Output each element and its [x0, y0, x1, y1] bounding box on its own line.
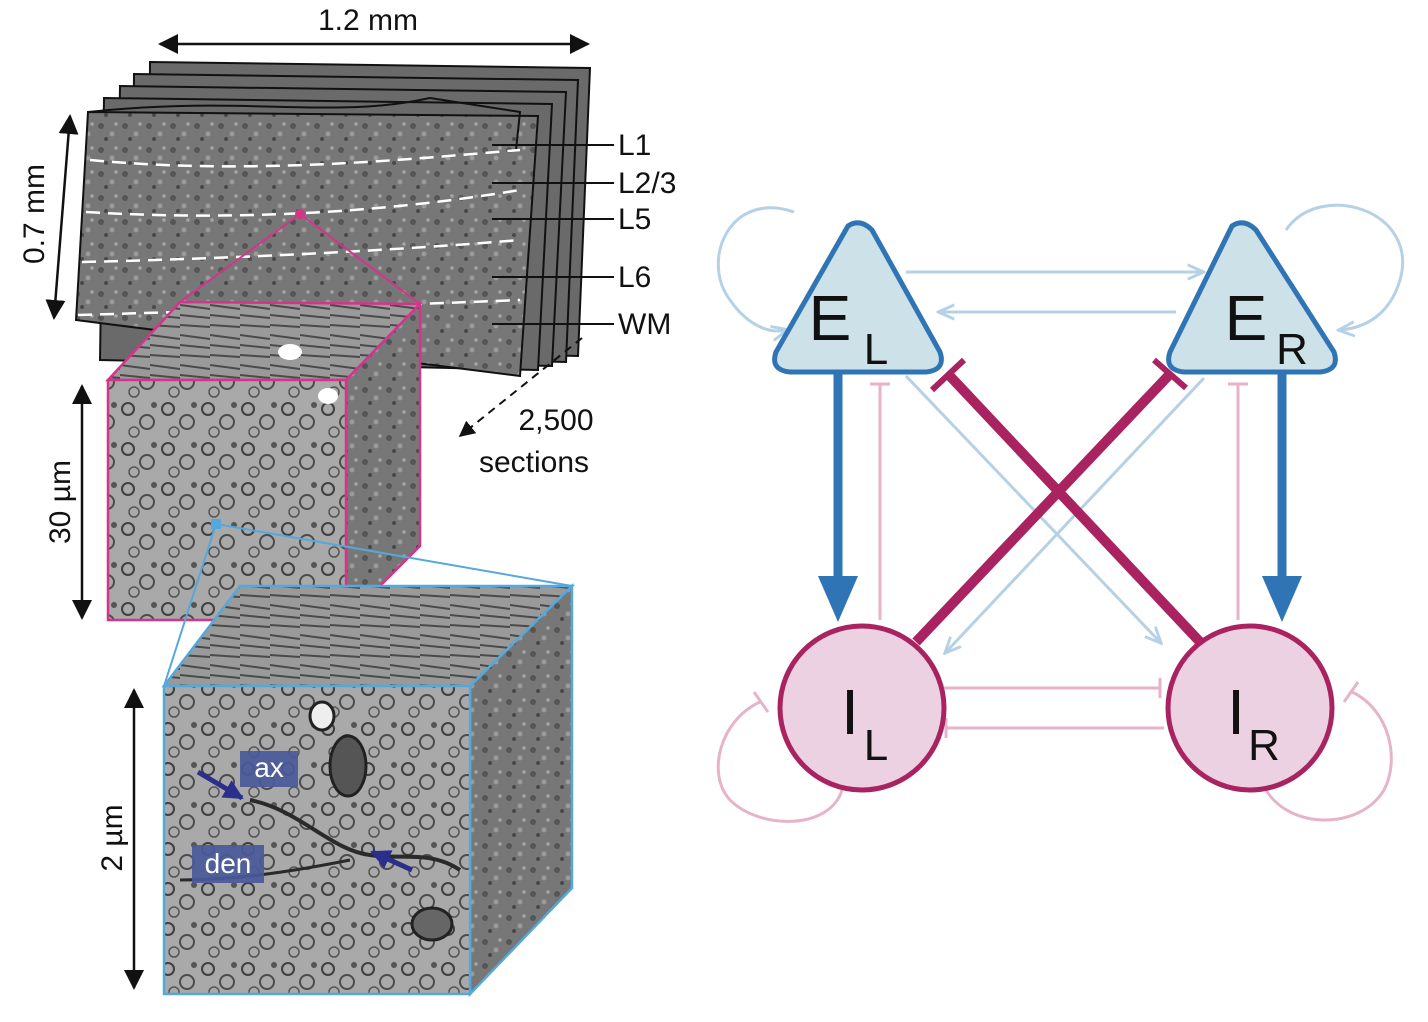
mid-cube-label: 30 µm [44, 460, 77, 544]
layer-label-l6: L6 [618, 261, 651, 294]
edge-ir-self [1264, 681, 1393, 822]
edge-ir-to-el [929, 357, 1204, 646]
node-ir: I R [1165, 623, 1335, 793]
node-il: I L [777, 623, 947, 793]
height-label: 0.7 mm [18, 164, 51, 264]
layer-label-wm: WM [618, 308, 671, 341]
node-er-sub: R [1276, 325, 1308, 374]
layer-label-l5: L5 [618, 203, 651, 236]
node-el: E L [772, 220, 944, 375]
node-ir-sub: R [1248, 721, 1280, 770]
width-label: 1.2 mm [318, 4, 418, 37]
edge-el-to-il [818, 374, 858, 622]
axon-label: ax [254, 752, 284, 783]
small-cube-label: 2 µm [96, 804, 129, 871]
depth-word-label: sections [479, 446, 589, 479]
node-er: E R [1166, 220, 1338, 375]
edge-ir-to-il [944, 718, 1164, 738]
edge-il-to-ir [944, 678, 1162, 698]
height-arrow [45, 114, 79, 320]
edge-ir-to-er [1228, 382, 1248, 620]
edge-il-to-er [912, 357, 1188, 646]
edge-er-to-ir [1262, 374, 1302, 622]
node-er-letter: E [1225, 282, 1268, 354]
node-el-sub: L [864, 325, 888, 374]
layer-label-l23: L2/3 [618, 167, 676, 200]
node-il-sub: L [864, 721, 888, 770]
depth-arrow [458, 337, 583, 438]
network-diagram: E L E R I L I R [716, 203, 1404, 823]
dendrite-label: den [205, 848, 252, 879]
axon-pointer [196, 769, 244, 801]
axon-tag: ax [240, 751, 298, 787]
depth-count-label: 2,500 [518, 404, 593, 437]
node-il-letter: I [841, 676, 859, 748]
edge-il-to-el [870, 382, 890, 620]
dendrite-pointer [370, 849, 414, 873]
edge-il-self [716, 691, 844, 823]
small-cube [161, 519, 576, 998]
section-stack [74, 60, 592, 378]
edge-er-self [1284, 203, 1404, 330]
layer-leaders [492, 144, 614, 325]
node-ir-letter: I [1227, 676, 1245, 748]
edge-el-self [716, 206, 795, 331]
mid-cube [105, 209, 423, 624]
edge-el-to-ir [904, 374, 1160, 642]
dendrite-tag: den [192, 845, 264, 883]
node-el-letter: E [809, 282, 852, 354]
layer-label-l1: L1 [618, 129, 651, 162]
